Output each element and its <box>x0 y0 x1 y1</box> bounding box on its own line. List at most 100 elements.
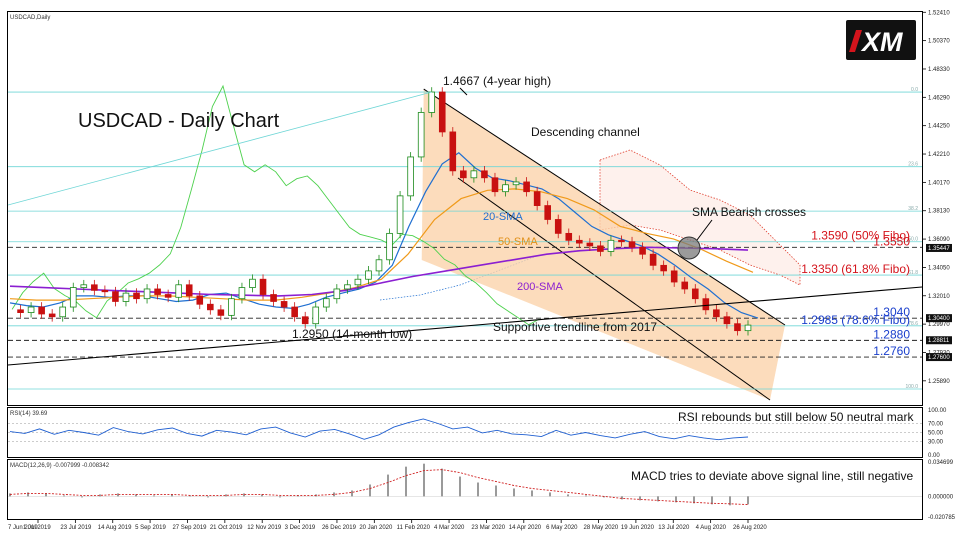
candle-body <box>438 91 446 133</box>
ichimoku-cloud-area <box>599 149 801 286</box>
time-tick-label: 5 Sep 2019 <box>135 525 166 531</box>
logo-background <box>846 20 916 60</box>
time-tick-label: 1 Jul 2019 <box>23 525 51 531</box>
macd-bar <box>153 495 155 497</box>
price-axis: 1.52410 1.50370 1.48330 1.46290 1.44250 1.422… <box>922 10 952 385</box>
candle-body <box>460 170 467 179</box>
sma50-label: 50-SMA <box>498 236 538 248</box>
price-tick-label: 1.32010 <box>928 294 950 300</box>
time-tick-label: 23 Jul 2019 <box>60 525 92 531</box>
level-label-6: 1.2760 <box>873 344 910 358</box>
macd-bar <box>333 492 335 497</box>
time-tick-label: 23 Mar 2020 <box>471 525 505 531</box>
macd-bar <box>567 494 569 497</box>
time-tick-label: 14 Apr 2020 <box>509 525 542 531</box>
macd-bar <box>747 496 749 505</box>
candle-body <box>396 195 404 234</box>
candle-body <box>133 292 140 300</box>
time-tick-label: 4 Mar 2020 <box>434 525 465 531</box>
candle-body <box>301 316 309 325</box>
symbol-label: USDCAD,Daily <box>10 15 50 21</box>
price-tag-label: 1.30400 <box>928 316 950 322</box>
candle-body <box>91 284 98 291</box>
macd-bar <box>549 492 551 497</box>
candle-body <box>143 288 151 300</box>
price-tick-label: 1.50370 <box>928 39 950 45</box>
supportive-trendline <box>7 286 923 366</box>
macd-bar <box>351 490 353 497</box>
sma20-label: 20-SMA <box>483 211 523 223</box>
price-candles <box>17 87 752 336</box>
candle-body <box>470 170 478 179</box>
time-tick-label: 26 Dec 2019 <box>322 525 357 531</box>
candle-body <box>80 284 88 288</box>
macd-bar <box>171 494 173 497</box>
candle-body <box>428 91 436 113</box>
high-annotation: 1.4667 (4-year high) <box>443 74 551 88</box>
candle-body <box>523 181 530 193</box>
macd-bar <box>513 488 515 497</box>
sma200-label: 200-SMA <box>517 281 564 293</box>
macd-label: MACD(12,26,9) -0.007999 -0.008342 <box>10 463 110 469</box>
candle-body <box>112 291 119 302</box>
candle-body <box>702 298 710 311</box>
time-tick-label: 11 Feb 2020 <box>397 525 431 531</box>
channel-upper-line <box>423 88 786 326</box>
trendlines <box>7 91 923 366</box>
trendline-annotation: Supportive trendline from 2017 <box>493 320 657 334</box>
candle-body <box>554 219 562 234</box>
sma-line-200-SMA <box>9 246 749 297</box>
low-annotation: 1.2950 (14-month low) <box>292 327 412 341</box>
rsi-annotation: RSI rebounds but still below 50 neutral … <box>678 410 914 424</box>
candle-body <box>164 294 172 298</box>
candle-body <box>122 292 130 302</box>
macd-bar <box>207 496 209 498</box>
channel-annotation: Descending channel <box>531 125 640 139</box>
rsi-tick-label: 50.00 <box>928 431 944 437</box>
candle-body <box>375 259 383 272</box>
macd-bar <box>297 495 299 497</box>
time-tick-label: 12 Nov 2019 <box>247 525 282 531</box>
price-tag-bg <box>926 314 952 323</box>
candle-body <box>280 301 288 308</box>
macd-indicator: 0.034699 0.000000 -0.020785 <box>8 460 956 521</box>
candle-body <box>17 309 24 313</box>
candle-body <box>670 270 678 283</box>
candle-body <box>744 324 752 332</box>
chart-title: USDCAD - Daily Chart <box>78 110 280 132</box>
level-label-4: 1.2985 (78.6% Fibo) <box>801 313 910 327</box>
time-tick-label: 3 Dec 2019 <box>285 525 316 531</box>
macd-bar <box>135 494 137 497</box>
candle-body <box>533 191 541 206</box>
candle-body <box>228 298 235 316</box>
chikou-span-line <box>11 84 540 326</box>
candle-body <box>544 205 551 220</box>
macd-bar <box>81 496 83 498</box>
time-tick-label-start: 7 Jun 2019 <box>8 525 38 531</box>
macd-signal-line <box>9 469 749 506</box>
price-tag-label: 1.27600 <box>928 355 950 361</box>
macd-bar <box>603 496 605 498</box>
time-tick-label: 27 Sep 2019 <box>172 525 207 531</box>
macd-bar <box>261 494 263 497</box>
price-tick-label: 1.44250 <box>928 124 950 130</box>
price-tick-label: 1.29970 <box>928 322 950 328</box>
fib-label-50.0: 50.0 <box>908 237 918 243</box>
candle-body <box>691 288 699 300</box>
macd-bar <box>621 496 623 500</box>
candle-body <box>196 295 204 305</box>
level-label-5: 1.2880 <box>873 327 910 341</box>
macd-bar <box>675 496 677 503</box>
candle-body <box>449 131 457 172</box>
price-tick-label: 1.25890 <box>928 379 950 385</box>
macd-bar <box>369 484 371 497</box>
fib-label-0.0: 0.0 <box>911 87 918 93</box>
time-tick-label: 14 Aug 2019 <box>98 525 132 531</box>
macd-bar <box>711 496 713 505</box>
macd-bar <box>387 474 389 497</box>
time-tick-label: 21 Oct 2019 <box>210 525 243 531</box>
candle-body <box>344 284 351 290</box>
candle-body <box>322 298 330 308</box>
high-pointer <box>459 87 468 96</box>
logo-text: XM <box>860 27 903 57</box>
